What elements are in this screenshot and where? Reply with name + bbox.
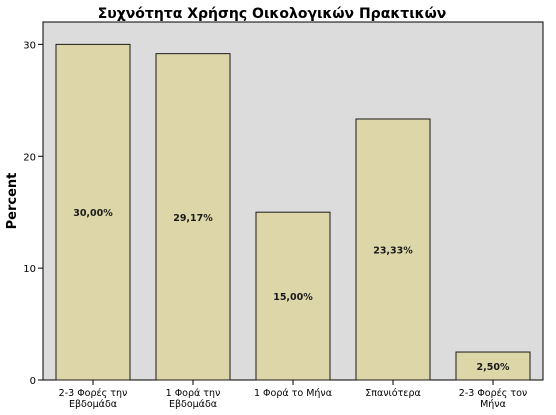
y-tick-label: 30 xyxy=(23,40,36,51)
x-tick-label: Μήνα xyxy=(480,399,506,410)
chart-title: Συχνότητα Χρήσης Οικολογικών Πρακτικών xyxy=(98,6,447,22)
y-tick-label: 10 xyxy=(23,264,36,275)
bar-data-label: 2,50% xyxy=(477,362,510,373)
x-tick-label: Εβδομάδα xyxy=(169,399,217,410)
x-tick-label: 2-3 Φορές την xyxy=(59,388,128,399)
y-tick-label: 0 xyxy=(30,376,36,387)
bar xyxy=(55,43,131,381)
x-tick-label: 1 Φορά το Μήνα xyxy=(254,388,332,399)
x-tick-label: Εβδομάδα xyxy=(69,399,117,410)
x-tick-label: Σπανιότερα xyxy=(365,388,420,399)
y-axis-label: Percent xyxy=(5,173,20,230)
bar-data-label: 23,33% xyxy=(373,245,413,256)
bar-data-label: 15,00% xyxy=(273,292,313,303)
x-tick-label: 1 Φορά την xyxy=(166,388,221,399)
bar-data-label: 29,17% xyxy=(173,213,213,224)
bar-data-label: 30,00% xyxy=(73,208,113,219)
bars-group: 30,00% 29,17% 15,00% 23,33% 2,50% xyxy=(55,43,531,381)
bar xyxy=(355,118,431,381)
x-tick-label: 2-3 Φορές τον xyxy=(459,388,527,399)
y-tick-label: 20 xyxy=(23,152,36,163)
y-axis: 0 10 20 30 xyxy=(23,40,43,387)
bar xyxy=(455,351,531,381)
bar xyxy=(155,53,231,381)
